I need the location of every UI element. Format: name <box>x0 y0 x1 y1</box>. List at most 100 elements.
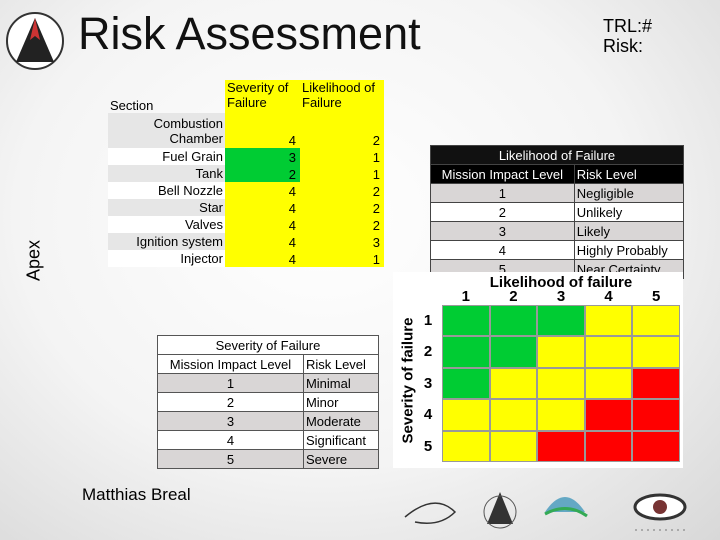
matrix-title: Likelihood of failure <box>489 274 633 291</box>
section-cell: Star <box>108 199 225 216</box>
likelihood-cell: 1 <box>300 250 384 267</box>
matrix-cell <box>489 336 538 368</box>
header-cell: Mission Impact Level <box>157 354 304 374</box>
matrix-cell <box>632 305 680 337</box>
header-cell: Risk Level <box>573 164 685 184</box>
risk-matrix: Likelihood of failure Severity of failure… <box>393 272 683 468</box>
column-label: 5 <box>652 288 661 305</box>
level-cell: 5 <box>157 449 304 469</box>
table-row: Star 4 2 <box>108 199 384 216</box>
risk: Risk: <box>603 36 643 56</box>
severity-cell: 4 <box>225 216 300 233</box>
row-label: 5 <box>423 437 433 455</box>
table-row: 2 Unlikely <box>430 202 685 222</box>
risk-cell: Likely <box>573 221 685 241</box>
matrix-cell <box>584 367 633 400</box>
matrix-cell <box>489 399 538 431</box>
table-row: 5 Severe <box>157 449 380 469</box>
likelihood-cell: 3 <box>300 233 384 250</box>
matrix-cell <box>537 430 585 462</box>
table-row: Injector 4 1 <box>108 250 384 267</box>
table-row: 2 Minor <box>157 392 380 412</box>
matrix-cell <box>584 399 633 431</box>
matrix-cell <box>632 399 680 431</box>
matrix-cell <box>632 336 680 368</box>
row-label: 1 <box>423 312 433 329</box>
likelihood-table: Likelihood of Failure Mission Impact Leve… <box>430 145 685 279</box>
header-cell: Section <box>110 98 154 113</box>
row-label: 2 <box>423 343 433 361</box>
column-label: 1 <box>461 288 470 305</box>
risk-cell: Moderate <box>302 411 380 431</box>
table-title: Likelihood of Failure <box>430 145 684 165</box>
risk-cell: Minimal <box>302 373 380 393</box>
side-label: Apex <box>23 239 44 282</box>
level-cell: 1 <box>430 183 575 203</box>
column-label: 3 <box>556 288 566 305</box>
matrix-cell <box>584 430 633 462</box>
level-cell: 2 <box>157 392 304 412</box>
table-row: 4 Significant <box>157 430 380 450</box>
risk-cell: Minor <box>302 392 380 412</box>
header-row: Mission Impact Level Risk Level <box>157 354 380 374</box>
severity-cell: 4 <box>225 233 300 250</box>
table-row: Valves 4 2 <box>108 216 384 233</box>
title-row: Severity of Failure <box>157 335 379 355</box>
section-cell: Combustion Chamber <box>108 113 225 148</box>
row-label: 3 <box>423 374 433 392</box>
table-row: 4 Highly Probably <box>430 240 685 260</box>
level-cell: 2 <box>430 202 575 222</box>
row-label: 4 <box>423 406 433 424</box>
header-cell: Risk Level <box>302 354 380 374</box>
matrix-cell <box>537 399 585 431</box>
risk-cell: Negligible <box>573 183 685 203</box>
header-cell: Mission Impact Level <box>430 164 575 184</box>
matrix-cell <box>442 399 490 431</box>
level-cell: 4 <box>430 240 575 260</box>
matrix-cell <box>442 336 490 368</box>
matrix-axis-label: Severity of failure <box>399 317 417 444</box>
matrix-cell <box>442 305 490 337</box>
matrix-cell <box>442 430 490 462</box>
table-row: Ignition system 4 3 <box>108 233 384 250</box>
table-row: Combustion Chamber 4 2 <box>108 113 384 148</box>
table-row: Fuel Grain 3 1 <box>108 148 384 165</box>
risk-cell: Highly Probably <box>573 240 685 260</box>
table-row: 1 Negligible <box>430 183 685 203</box>
section-cell: Bell Nozzle <box>108 182 225 199</box>
severity-table: Severity of Failure Mission Impact Level R… <box>157 335 380 469</box>
level-cell: 4 <box>157 430 304 450</box>
matrix-cell <box>442 367 490 400</box>
matrix-cell <box>537 305 585 337</box>
apex-logo <box>6 12 64 70</box>
author: Matthias Breal <box>82 485 191 504</box>
severity-cell: 3 <box>225 148 300 165</box>
logos <box>404 492 687 531</box>
matrix-cell <box>632 367 680 400</box>
severity-cell: 2 <box>225 165 300 182</box>
likelihood-cell: 1 <box>300 148 384 165</box>
level-cell: 3 <box>157 411 304 431</box>
likelihood-cell: 2 <box>300 113 384 148</box>
table-row: Tank 2 1 <box>108 165 384 182</box>
table-row: 3 Likely <box>430 221 685 241</box>
section-cell: Injector <box>108 250 225 267</box>
header-cell: Likelihood of Failure <box>300 80 384 113</box>
header-row: Section Severity of Failure Likelihood of … <box>108 80 384 113</box>
risk-cell: Significant <box>302 430 380 450</box>
matrix-cell <box>489 430 538 462</box>
likelihood-cell: 2 <box>300 216 384 233</box>
column-label: 4 <box>604 288 613 305</box>
section-cell: Tank <box>108 165 225 182</box>
risk-cell: Severe <box>302 449 380 469</box>
likelihood-cell: 2 <box>300 182 384 199</box>
risk-cell: Unlikely <box>573 202 685 222</box>
matrix-cell <box>489 305 538 337</box>
level-cell: 3 <box>430 221 575 241</box>
table-row: 1 Minimal <box>157 373 380 393</box>
header-cell: Severity of Failure <box>225 80 300 113</box>
matrix-cell <box>584 305 633 337</box>
header-row: Mission Impact Level Risk Level <box>430 164 685 184</box>
column-label: 2 <box>509 288 518 305</box>
